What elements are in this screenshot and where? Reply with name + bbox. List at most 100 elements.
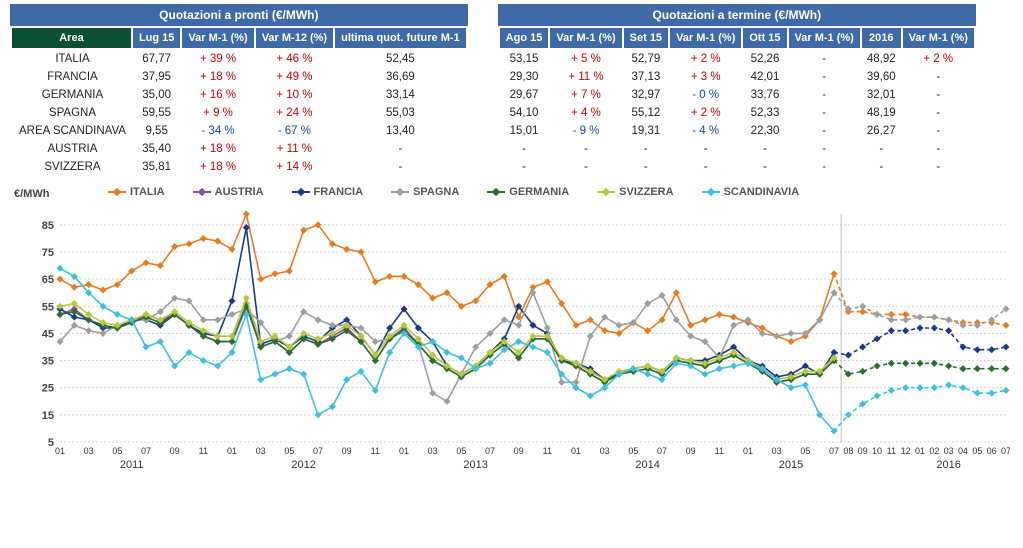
data-cell: 35,00 <box>132 86 181 104</box>
data-cell: 15,01 <box>499 122 550 140</box>
data-cell: - <box>549 158 622 176</box>
legend-swatch <box>597 191 615 194</box>
area-cell: AUSTRIA <box>11 140 132 158</box>
data-cell: + 39 % <box>181 49 254 68</box>
svg-text:08: 08 <box>843 446 853 456</box>
data-cell: - <box>788 49 861 68</box>
col-header: 2016 <box>861 27 902 49</box>
legend-swatch <box>292 191 310 194</box>
data-cell: 36,69 <box>334 68 467 86</box>
data-cell: + 10 % <box>255 86 334 104</box>
data-cell: 19,31 <box>623 122 669 140</box>
area-cell: FRANCIA <box>11 68 132 86</box>
svg-text:04: 04 <box>958 446 968 456</box>
svg-text:02: 02 <box>929 446 939 456</box>
col-header: Set 15 <box>623 27 669 49</box>
table-row: AUSTRIA35,40+ 18 %+ 11 %- <box>11 140 467 158</box>
data-cell: - <box>669 158 742 176</box>
data-cell: 29,30 <box>499 68 550 86</box>
data-cell: + 11 % <box>255 140 334 158</box>
svg-text:05: 05 <box>456 446 466 456</box>
svg-text:07: 07 <box>829 446 839 456</box>
svg-text:03: 03 <box>256 446 266 456</box>
svg-text:03: 03 <box>944 446 954 456</box>
data-cell: 59,55 <box>132 104 181 122</box>
col-header: Area <box>11 27 132 49</box>
data-cell: - <box>334 158 467 176</box>
area-cell: SVIZZERA <box>11 158 132 176</box>
col-header: Lug 15 <box>132 27 181 49</box>
data-cell: + 5 % <box>549 49 622 68</box>
data-cell: - <box>742 140 787 158</box>
svg-text:09: 09 <box>342 446 352 456</box>
data-cell: 48,92 <box>861 49 902 68</box>
data-cell: 35,40 <box>132 140 181 158</box>
data-cell: + 4 % <box>549 104 622 122</box>
data-cell: - 4 % <box>669 122 742 140</box>
svg-text:11: 11 <box>887 446 896 456</box>
data-cell: + 18 % <box>181 140 254 158</box>
legend-label: SVIZZERA <box>619 186 673 198</box>
legend-item: SVIZZERA <box>597 186 673 198</box>
svg-text:01: 01 <box>399 446 409 456</box>
data-cell: - 9 % <box>549 122 622 140</box>
legend-label: ITALIA <box>130 186 165 198</box>
svg-text:11: 11 <box>371 446 380 456</box>
spot-title: Quotazioni a pronti (€/MWh) <box>10 4 468 26</box>
data-cell: 33,14 <box>334 86 467 104</box>
svg-text:07: 07 <box>485 446 495 456</box>
svg-text:10: 10 <box>872 446 882 456</box>
svg-text:55: 55 <box>42 301 54 313</box>
svg-text:05: 05 <box>800 446 810 456</box>
data-cell: + 2 % <box>669 104 742 122</box>
table-row: 54,10+ 4 %55,12+ 2 %52,33-48,19- <box>499 104 975 122</box>
data-cell: - <box>861 140 902 158</box>
area-cell: AREA SCANDINAVA <box>11 122 132 140</box>
table-row: 29,30+ 11 %37,13+ 3 %42,01-39,60- <box>499 68 975 86</box>
svg-text:09: 09 <box>514 446 524 456</box>
legend-item: ITALIA <box>108 186 165 198</box>
svg-text:05: 05 <box>972 446 982 456</box>
svg-text:03: 03 <box>600 446 610 456</box>
legend-item: GERMANIA <box>487 186 569 198</box>
svg-text:2013: 2013 <box>463 459 487 471</box>
svg-text:45: 45 <box>42 328 54 340</box>
data-cell: + 18 % <box>181 158 254 176</box>
table-row: SVIZZERA35,81+ 18 %+ 14 %- <box>11 158 467 176</box>
svg-text:2016: 2016 <box>936 459 960 471</box>
legend-label: SCANDINAVIA <box>724 186 800 198</box>
legend-label: FRANCIA <box>314 186 364 198</box>
data-cell: - <box>861 158 902 176</box>
svg-text:2014: 2014 <box>635 459 659 471</box>
data-cell: + 14 % <box>255 158 334 176</box>
data-cell: + 16 % <box>181 86 254 104</box>
data-cell: + 46 % <box>255 49 334 68</box>
price-chart: €/MWh ITALIAAUSTRIAFRANCIASPAGNAGERMANIA… <box>10 184 1010 474</box>
data-cell: 52,33 <box>742 104 787 122</box>
col-header: Var M-1 (%) <box>669 27 742 49</box>
col-header: Var M-1 (%) <box>788 27 861 49</box>
data-cell: 37,13 <box>623 68 669 86</box>
data-cell: - <box>902 140 975 158</box>
data-cell: - <box>902 158 975 176</box>
fwd-table: Quotazioni a termine (€/MWh) Ago 15Var M… <box>498 4 976 176</box>
svg-text:01: 01 <box>55 446 65 456</box>
data-cell: + 7 % <box>549 86 622 104</box>
data-cell: 52,45 <box>334 49 467 68</box>
svg-text:05: 05 <box>628 446 638 456</box>
svg-text:35: 35 <box>42 356 54 368</box>
svg-text:2011: 2011 <box>120 459 144 471</box>
data-cell: - <box>499 140 550 158</box>
legend-swatch <box>108 191 126 194</box>
fwd-title: Quotazioni a termine (€/MWh) <box>498 4 976 26</box>
data-cell: - <box>669 140 742 158</box>
col-header: Var M-1 (%) <box>549 27 622 49</box>
data-cell: - <box>788 104 861 122</box>
svg-text:03: 03 <box>772 446 782 456</box>
data-cell: 67,77 <box>132 49 181 68</box>
data-cell: 37,95 <box>132 68 181 86</box>
svg-text:05: 05 <box>284 446 294 456</box>
data-cell: - <box>788 86 861 104</box>
svg-text:2012: 2012 <box>291 459 315 471</box>
data-cell: 55,12 <box>623 104 669 122</box>
